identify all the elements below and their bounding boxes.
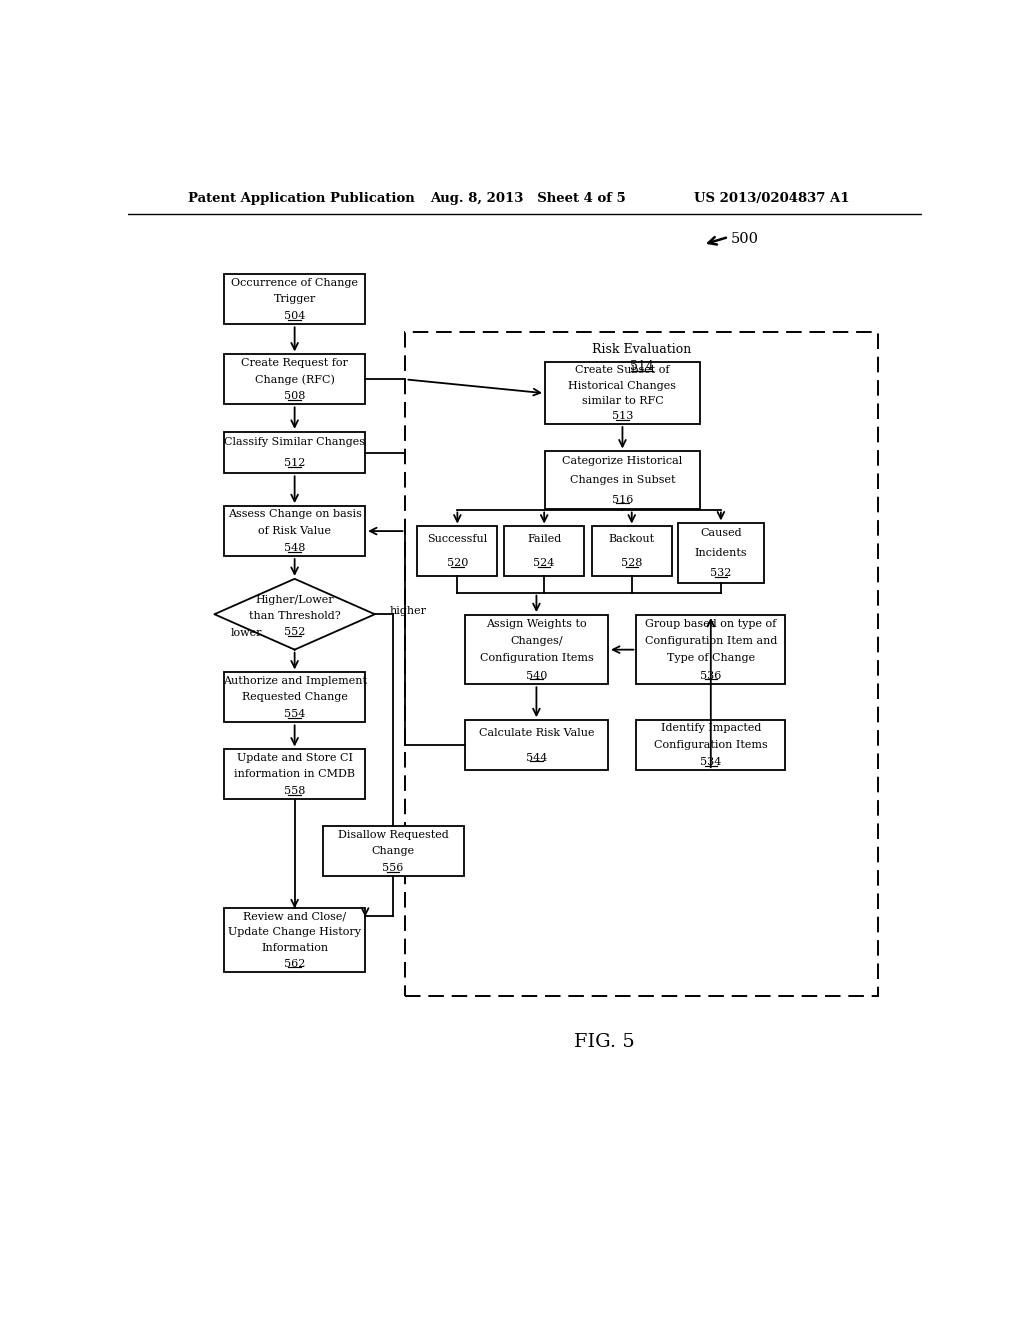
- Text: Create Subset of: Create Subset of: [575, 366, 670, 375]
- FancyBboxPatch shape: [224, 908, 366, 972]
- Text: US 2013/0204837 A1: US 2013/0204837 A1: [693, 191, 849, 205]
- Text: Incidents: Incidents: [694, 548, 748, 558]
- Text: Caused: Caused: [700, 528, 741, 539]
- Text: Occurrence of Change: Occurrence of Change: [231, 277, 358, 288]
- Text: Type of Change: Type of Change: [667, 653, 755, 664]
- Text: Successful: Successful: [427, 533, 487, 544]
- Text: Changes in Subset: Changes in Subset: [569, 475, 675, 486]
- Text: Assign Weights to: Assign Weights to: [486, 619, 587, 628]
- FancyBboxPatch shape: [636, 615, 785, 684]
- Text: Risk Evaluation: Risk Evaluation: [592, 343, 691, 356]
- Text: 520: 520: [446, 558, 468, 569]
- Text: Assess Change on basis: Assess Change on basis: [227, 510, 361, 519]
- Text: Review and Close/: Review and Close/: [243, 911, 346, 921]
- Text: 556: 556: [382, 863, 403, 873]
- Text: 540: 540: [525, 671, 547, 681]
- Text: Changes/: Changes/: [510, 636, 563, 645]
- Text: Configuration Item and: Configuration Item and: [645, 636, 777, 645]
- Text: information in CMDB: information in CMDB: [234, 770, 355, 779]
- Text: 536: 536: [700, 671, 722, 681]
- Text: Group based on type of: Group based on type of: [645, 619, 776, 628]
- FancyBboxPatch shape: [545, 363, 700, 424]
- Text: than Threshold?: than Threshold?: [249, 611, 341, 620]
- FancyBboxPatch shape: [465, 721, 608, 770]
- FancyBboxPatch shape: [224, 672, 366, 722]
- Text: Trigger: Trigger: [273, 294, 315, 305]
- FancyBboxPatch shape: [504, 527, 584, 576]
- Text: Information: Information: [261, 942, 328, 953]
- Text: higher: higher: [390, 606, 427, 616]
- Text: lower: lower: [230, 628, 262, 638]
- Text: 528: 528: [622, 558, 642, 569]
- FancyBboxPatch shape: [224, 432, 366, 474]
- Text: 508: 508: [284, 391, 305, 401]
- Text: Update and Store CI: Update and Store CI: [237, 752, 352, 763]
- FancyBboxPatch shape: [636, 721, 785, 770]
- Text: 514: 514: [630, 360, 653, 372]
- FancyBboxPatch shape: [592, 527, 672, 576]
- FancyBboxPatch shape: [323, 826, 464, 876]
- Text: of Risk Value: of Risk Value: [258, 527, 331, 536]
- Text: Calculate Risk Value: Calculate Risk Value: [478, 727, 594, 738]
- FancyBboxPatch shape: [224, 275, 366, 325]
- Text: Change (RFC): Change (RFC): [255, 374, 335, 384]
- Text: 512: 512: [284, 458, 305, 467]
- Text: 552: 552: [284, 627, 305, 636]
- FancyBboxPatch shape: [224, 506, 366, 556]
- FancyBboxPatch shape: [545, 451, 700, 510]
- Text: Identify Impacted: Identify Impacted: [660, 723, 761, 734]
- Bar: [406, 331, 879, 997]
- Text: Classify Similar Changes: Classify Similar Changes: [224, 437, 366, 447]
- FancyBboxPatch shape: [224, 750, 366, 800]
- Text: Higher/Lower: Higher/Lower: [255, 594, 334, 605]
- Text: 558: 558: [284, 787, 305, 796]
- Text: 548: 548: [284, 543, 305, 553]
- Text: Categorize Historical: Categorize Historical: [562, 455, 683, 466]
- Text: 500: 500: [731, 232, 759, 247]
- Text: Update Change History: Update Change History: [228, 927, 361, 937]
- Text: 504: 504: [284, 312, 305, 321]
- Text: Authorize and Implement: Authorize and Implement: [222, 676, 367, 685]
- Text: 544: 544: [525, 752, 547, 763]
- Text: Create Request for: Create Request for: [242, 358, 348, 368]
- FancyBboxPatch shape: [224, 354, 366, 404]
- Text: 562: 562: [284, 958, 305, 969]
- Text: FIG. 5: FIG. 5: [574, 1034, 635, 1051]
- Text: Patent Application Publication: Patent Application Publication: [188, 191, 415, 205]
- Text: Backout: Backout: [608, 533, 654, 544]
- FancyBboxPatch shape: [465, 615, 608, 684]
- Text: similar to RFC: similar to RFC: [582, 396, 664, 407]
- Text: Disallow Requested: Disallow Requested: [338, 830, 449, 840]
- Text: 513: 513: [611, 412, 633, 421]
- Text: 524: 524: [534, 558, 555, 569]
- FancyBboxPatch shape: [678, 524, 764, 583]
- Text: Configuration Items: Configuration Items: [479, 653, 593, 664]
- Text: Change: Change: [372, 846, 415, 857]
- Text: Historical Changes: Historical Changes: [568, 380, 677, 391]
- Text: Aug. 8, 2013   Sheet 4 of 5: Aug. 8, 2013 Sheet 4 of 5: [430, 191, 626, 205]
- FancyBboxPatch shape: [418, 527, 498, 576]
- Text: 532: 532: [711, 569, 731, 578]
- Text: 554: 554: [284, 709, 305, 719]
- Text: 516: 516: [611, 495, 633, 504]
- Text: Requested Change: Requested Change: [242, 693, 347, 702]
- Text: 534: 534: [700, 756, 722, 767]
- Text: Failed: Failed: [527, 533, 561, 544]
- Text: Configuration Items: Configuration Items: [654, 741, 768, 750]
